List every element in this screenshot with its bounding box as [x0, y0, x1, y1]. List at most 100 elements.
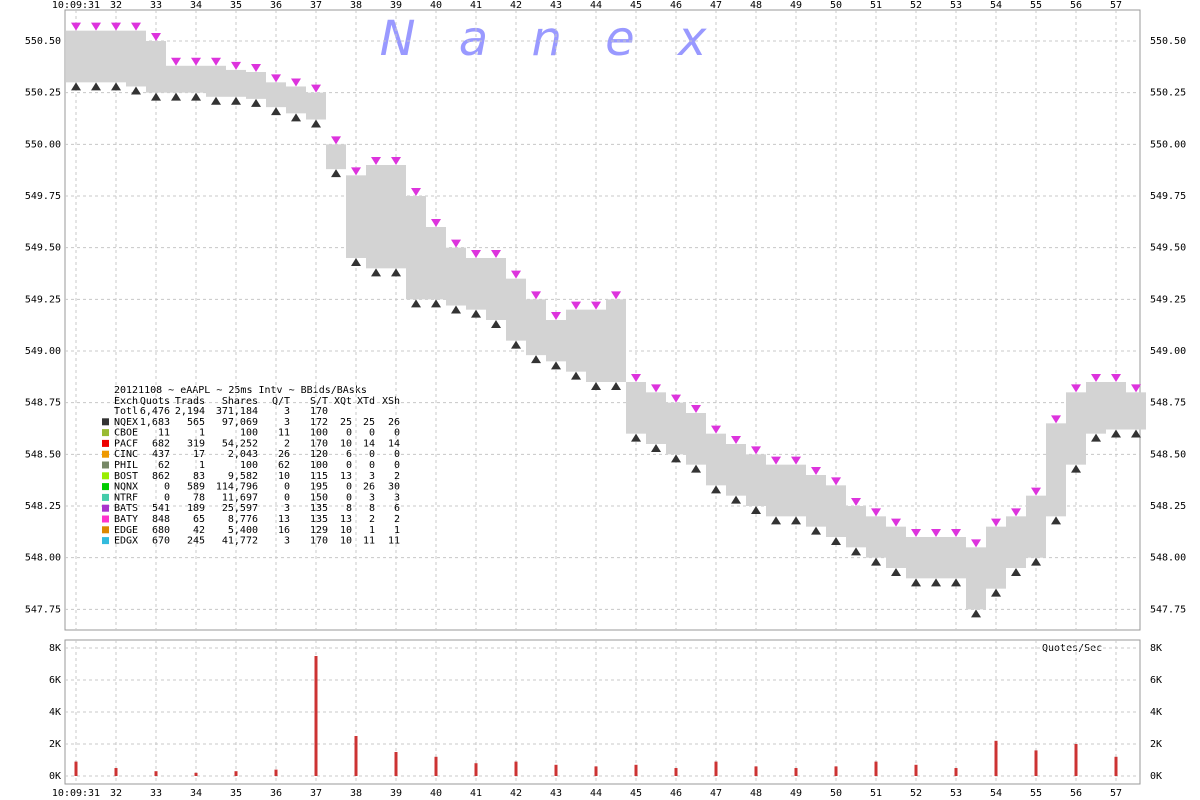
ask-marker — [931, 529, 941, 537]
table-cell: 10 — [278, 471, 290, 482]
quote-rate-bar — [954, 768, 958, 776]
table-cell: 97,069 — [222, 417, 258, 428]
quote-rate-bar — [274, 769, 278, 776]
y-tick-label-right: 548.50 — [1150, 449, 1186, 460]
bid-marker — [931, 578, 941, 587]
spread-bar — [106, 30, 126, 83]
x-tick-label: 57 — [1110, 788, 1122, 799]
spread-bar — [586, 309, 606, 382]
quote-rate-bar — [114, 768, 118, 776]
table-cell: 170 — [310, 438, 328, 449]
spread-bar — [1106, 382, 1126, 430]
bid-marker — [1131, 429, 1141, 438]
table-cell: 26 — [363, 482, 375, 493]
table-cell: 25 — [340, 417, 352, 428]
table-cell: 0 — [346, 460, 352, 471]
table-cell: 83 — [193, 471, 205, 482]
bid-marker — [571, 371, 581, 380]
bid-marker — [91, 82, 101, 91]
bid-marker — [1071, 464, 1081, 473]
table-cell: 3 — [284, 406, 290, 417]
table-cell: 16 — [278, 525, 290, 536]
spread-bar — [726, 444, 746, 496]
bid-marker — [891, 568, 901, 576]
bid-marker — [1051, 516, 1061, 525]
quote-rate-bar — [754, 766, 758, 776]
x-tick-label-top: 52 — [910, 0, 922, 11]
y-tick-label: 4K — [49, 707, 61, 718]
x-tick-label-top: 47 — [710, 0, 722, 11]
ask-marker — [1031, 487, 1041, 496]
table-cell: 11 — [363, 536, 375, 547]
spread-bar — [926, 537, 946, 579]
ask-marker — [731, 436, 741, 444]
y-tick-label: 550.25 — [25, 88, 61, 99]
table-cell: 0 — [369, 428, 375, 439]
y-tick-label-right: 549.50 — [1150, 243, 1186, 254]
row-marker — [102, 418, 109, 426]
table-cell: EDGX — [114, 536, 138, 547]
y-tick-label-right: 550.00 — [1150, 139, 1186, 150]
bid-marker — [751, 506, 761, 514]
bid-marker — [111, 82, 121, 91]
table-cell: 3 — [369, 492, 375, 503]
ask-marker — [231, 61, 241, 70]
y-tick-label-right: 549.75 — [1150, 191, 1186, 202]
table-cell: 10 — [340, 525, 352, 536]
ask-marker — [591, 301, 601, 310]
table-cell: 1,683 — [140, 417, 170, 428]
table-cell: 437 — [152, 449, 170, 460]
y-tick-label: 548.00 — [25, 553, 61, 564]
quote-rate-bar — [74, 761, 78, 776]
ask-marker — [811, 467, 821, 475]
bid-marker — [371, 268, 381, 277]
bid-marker — [151, 92, 161, 101]
x-tick-label-top: 43 — [550, 0, 562, 11]
table-cell: 11 — [278, 428, 290, 439]
table-cell: 54,252 — [222, 438, 258, 449]
spread-bar — [646, 392, 666, 444]
ask-marker — [351, 167, 361, 176]
ask-marker — [551, 312, 561, 320]
table-cell: 3 — [394, 492, 400, 503]
bid-marker — [451, 305, 461, 314]
spread-bar — [566, 309, 586, 372]
table-header: Quots — [140, 396, 170, 407]
ask-marker — [1011, 508, 1021, 517]
bid-marker — [611, 382, 621, 390]
ask-marker — [691, 405, 701, 413]
table-cell: 2 — [369, 514, 375, 525]
table-cell: 0 — [394, 449, 400, 460]
quote-rate-bar — [514, 761, 518, 776]
ask-marker — [611, 291, 621, 300]
table-cell: 0 — [394, 428, 400, 439]
quote-rate-bar — [434, 756, 438, 776]
row-marker — [102, 526, 109, 534]
x-tick-label-top: 38 — [350, 0, 362, 11]
y-tick-label: 548.25 — [25, 501, 61, 512]
table-cell: 100 — [310, 428, 328, 439]
table-cell: 2 — [284, 438, 290, 449]
spread-bar — [886, 526, 906, 568]
bid-marker — [71, 82, 81, 91]
table-header: S/T — [310, 396, 328, 407]
y-tick-label: 8K — [49, 643, 61, 654]
ask-marker — [1131, 384, 1141, 393]
x-tick-label-top: 32 — [110, 0, 122, 11]
ask-marker — [631, 374, 641, 382]
table-cell: 541 — [152, 503, 170, 514]
y-tick-label-right: 8K — [1150, 643, 1162, 654]
spread-bar — [826, 485, 846, 537]
y-tick-label: 0K — [49, 771, 61, 782]
x-tick-label-top: 51 — [870, 0, 882, 11]
table-cell: 6 — [346, 449, 352, 460]
ask-marker — [1091, 374, 1101, 382]
spread-bar — [366, 165, 386, 269]
x-tick-label: 39 — [390, 788, 402, 799]
bid-marker — [191, 92, 201, 101]
quote-rate-bar — [834, 766, 838, 776]
table-header: Trads — [175, 396, 205, 407]
x-tick-label-top: 56 — [1070, 0, 1082, 11]
spread-bar — [606, 299, 626, 382]
table-cell: Totl — [114, 406, 138, 417]
